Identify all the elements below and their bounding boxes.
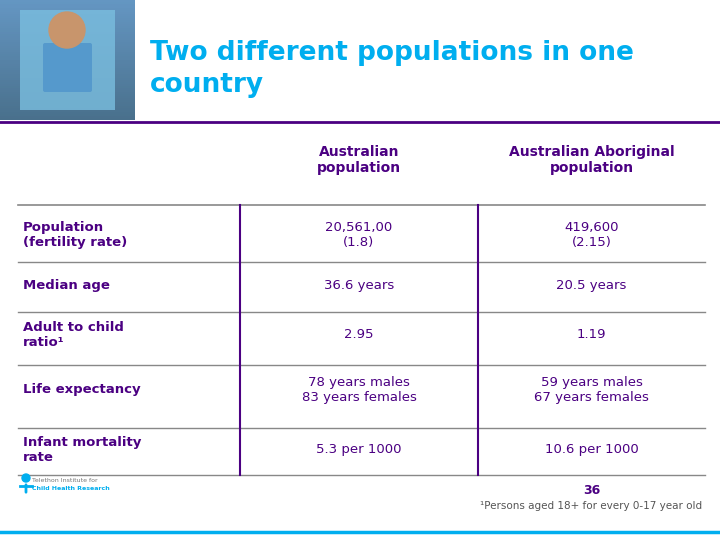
Bar — [0, 2, 135, 4]
Text: Median age: Median age — [23, 279, 110, 292]
Text: Australian Aboriginal
population: Australian Aboriginal population — [509, 145, 675, 175]
Bar — [0, 62, 135, 64]
Circle shape — [49, 12, 85, 48]
Bar — [0, 112, 135, 114]
Bar — [0, 6, 135, 8]
Bar — [0, 74, 135, 76]
Bar — [0, 108, 135, 110]
Bar — [0, 100, 135, 102]
Bar — [0, 86, 135, 88]
Bar — [0, 96, 135, 98]
Bar — [0, 10, 135, 12]
Bar — [0, 28, 135, 30]
Bar — [0, 58, 135, 60]
Bar — [0, 32, 135, 34]
Text: 36: 36 — [583, 483, 600, 496]
Text: 36.6 years: 36.6 years — [324, 279, 394, 292]
Bar — [0, 40, 135, 42]
Bar — [0, 8, 135, 10]
Text: 78 years males
83 years females: 78 years males 83 years females — [302, 376, 416, 404]
Bar — [0, 68, 135, 70]
Bar — [0, 0, 135, 120]
Bar — [0, 12, 135, 14]
Text: 2.95: 2.95 — [344, 328, 374, 341]
Bar — [20, 10, 115, 110]
Text: 419,600
(2.15): 419,600 (2.15) — [564, 221, 618, 249]
Text: 20,561,00
(1.8): 20,561,00 (1.8) — [325, 221, 392, 249]
Bar — [0, 78, 135, 80]
Bar — [0, 50, 135, 52]
Bar — [0, 76, 135, 78]
Text: Child Health Research: Child Health Research — [32, 485, 109, 490]
Bar — [0, 64, 135, 66]
Bar — [0, 82, 135, 84]
Bar — [0, 26, 135, 28]
Bar — [0, 52, 135, 54]
Bar — [0, 36, 135, 38]
Bar — [0, 90, 135, 92]
Text: 5.3 per 1000: 5.3 per 1000 — [316, 443, 402, 456]
Bar — [0, 0, 135, 2]
Bar — [0, 44, 135, 46]
Bar — [0, 102, 135, 104]
Bar — [0, 110, 135, 112]
Text: 1.19: 1.19 — [577, 328, 606, 341]
Bar — [0, 104, 135, 106]
Bar — [0, 116, 135, 118]
Bar — [0, 30, 135, 32]
Bar — [0, 66, 135, 68]
Text: Life expectancy: Life expectancy — [23, 383, 140, 396]
Circle shape — [22, 474, 30, 482]
Bar — [0, 114, 135, 116]
Bar — [0, 80, 135, 82]
Text: 59 years males
67 years females: 59 years males 67 years females — [534, 376, 649, 404]
Bar — [0, 14, 135, 16]
Bar — [0, 118, 135, 120]
Bar — [0, 106, 135, 108]
Text: Adult to child
ratio¹: Adult to child ratio¹ — [23, 321, 124, 349]
Bar — [0, 22, 135, 24]
Bar — [0, 54, 135, 56]
Text: Two different populations in one: Two different populations in one — [150, 40, 634, 66]
Bar — [0, 60, 135, 62]
Bar — [0, 16, 135, 18]
Text: Infant mortality
rate: Infant mortality rate — [23, 436, 141, 464]
Bar — [0, 20, 135, 22]
Bar — [0, 4, 135, 6]
Bar — [0, 94, 135, 96]
Bar — [0, 72, 135, 74]
Bar — [0, 38, 135, 40]
Bar — [0, 98, 135, 100]
Bar — [0, 70, 135, 72]
Bar — [0, 92, 135, 94]
Text: country: country — [150, 72, 264, 98]
Text: 20.5 years: 20.5 years — [557, 279, 626, 292]
Text: ¹Persons aged 18+ for every 0-17 year old: ¹Persons aged 18+ for every 0-17 year ol… — [480, 501, 703, 511]
Bar — [0, 18, 135, 20]
Text: 10.6 per 1000: 10.6 per 1000 — [544, 443, 639, 456]
Bar — [0, 24, 135, 26]
Bar — [0, 84, 135, 86]
Bar — [0, 48, 135, 50]
Text: Australian
population: Australian population — [317, 145, 401, 175]
Bar — [0, 88, 135, 90]
Bar — [0, 42, 135, 44]
Bar — [0, 46, 135, 48]
Bar — [0, 56, 135, 58]
Text: Telethon Institute for: Telethon Institute for — [32, 477, 98, 483]
Text: Population
(fertility rate): Population (fertility rate) — [23, 221, 127, 249]
FancyBboxPatch shape — [43, 43, 92, 92]
Bar — [0, 34, 135, 36]
